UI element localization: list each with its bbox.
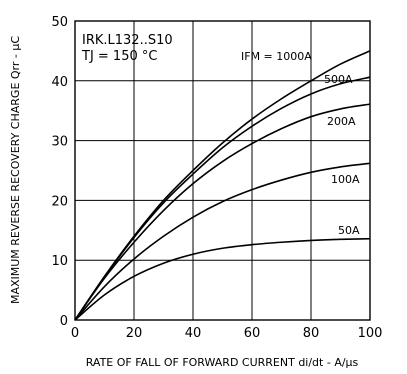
x-tick-label: 100 <box>358 326 383 341</box>
device-annotation: IRK.L132..S10 <box>82 33 173 48</box>
y-tick-label: 40 <box>51 75 68 90</box>
x-tick-label: 80 <box>303 326 320 341</box>
plot-frame <box>74 20 371 321</box>
series-label: IFM = 1000A <box>241 50 312 63</box>
y-tick-label: 30 <box>51 135 68 150</box>
tick-labels: 0 20 40 60 80 100 0 10 20 30 40 50 <box>51 15 382 341</box>
series-line <box>74 237 371 321</box>
series-lines: IFM = 1000A 500A 200A 100A 50A <box>74 50 371 321</box>
series-line <box>74 76 371 321</box>
y-tick-label: 50 <box>51 15 68 30</box>
series-line <box>74 103 371 321</box>
y-tick-label: 0 <box>60 314 68 329</box>
series-label: 100A <box>331 173 360 186</box>
x-tick-label: 40 <box>185 326 202 341</box>
series-line <box>74 162 371 321</box>
series-line <box>74 50 371 321</box>
y-tick-label: 20 <box>51 194 68 209</box>
series-label: 200A <box>327 115 356 128</box>
series-label: 500A <box>324 73 353 86</box>
x-axis-label: RATE OF FALL OF FORWARD CURRENT di/dt - … <box>86 356 359 369</box>
grid-lines <box>74 20 371 321</box>
x-tick-label: 0 <box>71 326 79 341</box>
x-tick-label: 20 <box>126 326 143 341</box>
x-tick-label: 60 <box>244 326 261 341</box>
y-axis-label: MAXIMUM REVERSE RECOVERY CHARGE Qrr - µC <box>9 36 22 304</box>
y-tick-label: 10 <box>51 254 68 269</box>
series-label: 50A <box>338 224 360 237</box>
temperature-annotation: TJ = 150 °C <box>81 49 157 64</box>
